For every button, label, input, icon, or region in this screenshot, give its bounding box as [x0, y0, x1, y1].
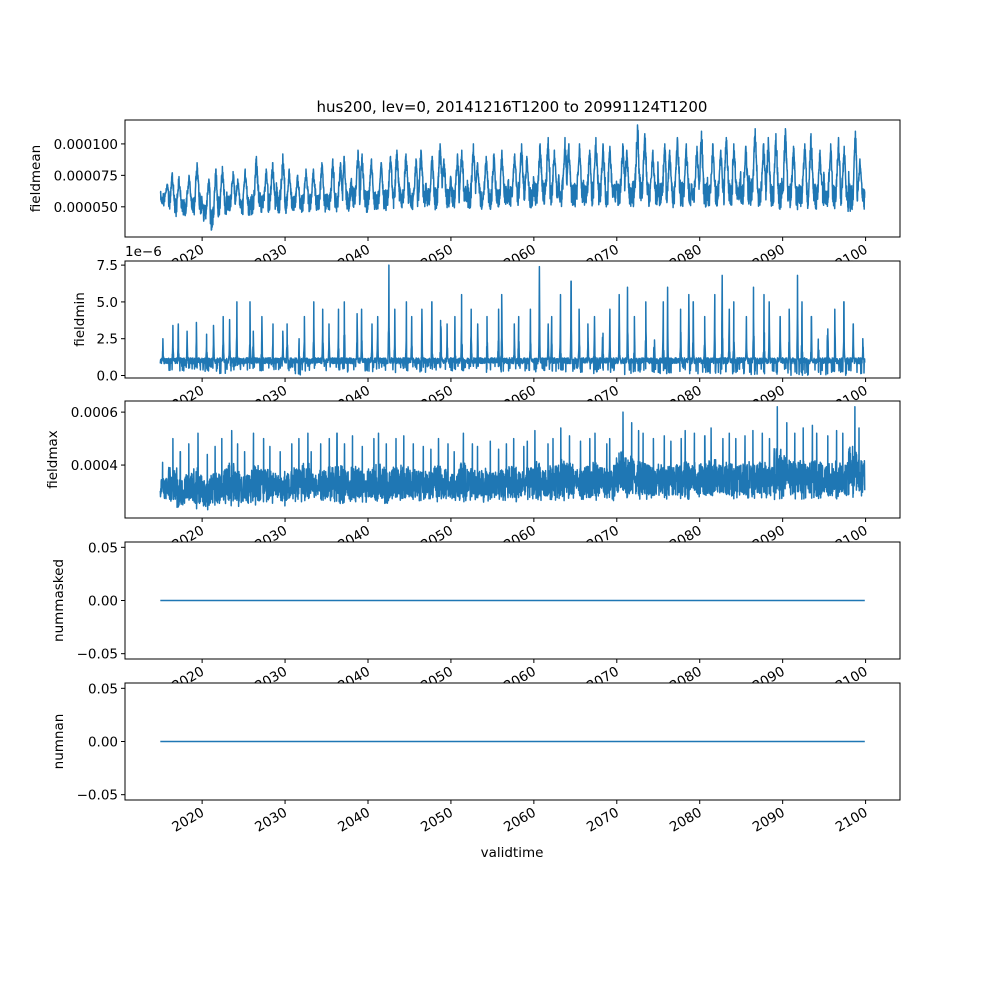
series-line-fieldmean [159, 124, 866, 231]
x-tick-label-numnan: 2070 [584, 805, 622, 836]
y-tick-label-fieldmax: 0.0006 [71, 405, 118, 421]
y-axis-label-fieldmin: fieldmin [72, 292, 88, 347]
series-line-fieldmax [159, 406, 866, 511]
x-tick-label-numnan: 2060 [501, 805, 539, 836]
axes-frame-fieldmean [124, 119, 901, 238]
y-axis-label-fieldmean: fieldmean [28, 145, 44, 212]
series-line-fieldmin [159, 264, 866, 377]
y-offset-text-fieldmin: 1e−6 [125, 244, 162, 260]
y-tick-label-fieldmin: 2.5 [97, 332, 118, 348]
x-tick-label-numnan: 2030 [252, 805, 290, 836]
x-axis-label: validtime [481, 845, 544, 861]
y-tick-label-numnan: 0.00 [88, 735, 118, 751]
y-tick-label-fieldmin: 0.0 [97, 368, 118, 384]
y-tick-label-nummasked: −0.05 [77, 647, 118, 663]
chart-title: hus200, lev=0, 20141216T1200 to 20991124… [317, 98, 708, 116]
y-tick-label-fieldmean: 0.000075 [54, 168, 118, 184]
y-axis-label-nummasked: nummasked [51, 559, 67, 642]
x-tick-label-numnan: 2080 [667, 805, 705, 836]
y-axis-label-numnan: numnan [51, 714, 67, 770]
x-tick-label-numnan: 2020 [169, 805, 207, 836]
x-tick-label-numnan: 2100 [833, 805, 871, 836]
y-tick-label-fieldmean: 0.000050 [54, 200, 118, 216]
y-tick-label-numnan: −0.05 [77, 788, 118, 804]
x-tick-label-numnan: 2090 [750, 805, 788, 836]
y-tick-label-fieldmin: 7.5 [97, 258, 118, 274]
y-tick-label-fieldmin: 5.0 [97, 295, 118, 311]
y-tick-label-fieldmax: 0.0004 [71, 458, 118, 474]
x-tick-label-numnan: 2050 [418, 805, 456, 836]
x-tick-label-numnan: 2040 [335, 805, 373, 836]
axes-frame-fieldmin [124, 260, 901, 379]
y-tick-label-nummasked: 0.00 [88, 594, 118, 610]
y-axis-label-fieldmax: fieldmax [45, 430, 61, 489]
axes-frame-fieldmax [124, 400, 901, 519]
y-tick-label-nummasked: 0.05 [88, 540, 118, 556]
y-tick-label-fieldmean: 0.000100 [54, 137, 118, 153]
y-tick-label-numnan: 0.05 [88, 681, 118, 697]
